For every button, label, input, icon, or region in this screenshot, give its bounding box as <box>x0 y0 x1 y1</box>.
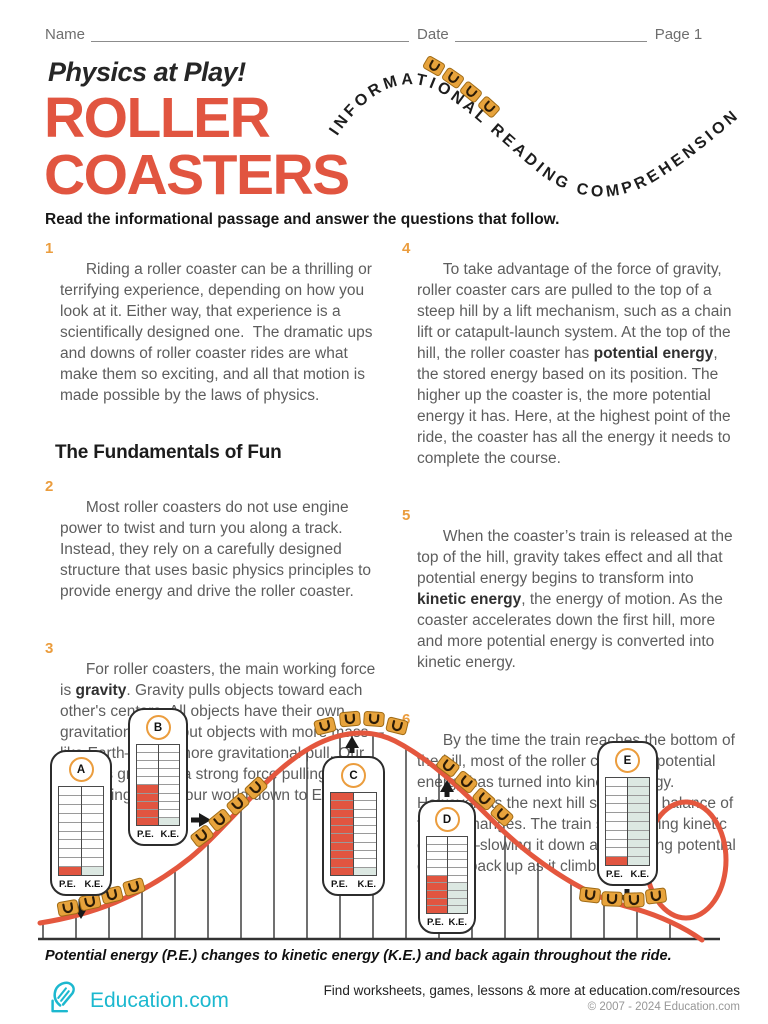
energy-meter <box>426 836 468 914</box>
name-blank-line <box>91 27 410 42</box>
ke-label: K.E. <box>357 879 376 890</box>
coaster-car-icon <box>78 893 102 911</box>
energy-diagram: A P.E. K.E. B P.E. K.E. C P.E. K.E. D P.E. K… <box>30 693 740 950</box>
coaster-car-icon <box>56 899 80 917</box>
coaster-car-icon <box>460 81 482 103</box>
page-number: Page 1 <box>654 26 703 43</box>
coaster-car-icon <box>601 891 623 907</box>
banner-coaster-train <box>423 56 500 118</box>
coaster-trains <box>56 710 667 917</box>
coaster-car-icon <box>244 776 268 800</box>
coaster-car-icon <box>423 56 445 76</box>
brand-name: Education.com <box>90 989 229 1012</box>
coaster-car-icon <box>645 887 667 905</box>
coaster-car-icon <box>490 803 514 827</box>
card-d-arrow-up-icon <box>440 780 454 797</box>
passage-column-left: 1 Riding a roller coaster can be a thrill… <box>45 238 386 913</box>
coaster-car-icon <box>436 755 460 777</box>
resources-line: Find worksheets, games, lessons & more a… <box>323 983 740 998</box>
name-label: Name <box>45 26 86 43</box>
instruction-line: Read the informational passage and answe… <box>45 211 560 228</box>
paragraph-number: 6 <box>402 711 411 728</box>
passage: 1 Riding a roller coaster can be a thrill… <box>45 238 743 913</box>
paragraph-number: 1 <box>45 240 54 257</box>
coaster-car-icon <box>313 716 337 736</box>
passage-paragraph: 5 When the coaster’s train is released at… <box>402 505 743 694</box>
coaster-car-icon <box>454 770 478 794</box>
card-letter-badge: B <box>145 715 171 740</box>
pe-label: P.E. <box>427 917 444 928</box>
passage-column-right: 4 To take advantage of the force of gravi… <box>402 238 743 913</box>
figure-caption: Potential energy (P.E.) changes to kinet… <box>45 948 672 964</box>
banner-text: INFORMATIONAL READING COMPREHENSION <box>328 71 743 201</box>
paragraph-text: When the coaster’s train is released at … <box>417 528 737 671</box>
coaster-car-icon <box>442 67 464 89</box>
coaster-car-icon <box>385 716 409 736</box>
energy-meter <box>136 744 180 826</box>
education-logo-icon <box>51 981 75 1013</box>
copyright-line: © 2007 - 2024 Education.com <box>587 1001 740 1013</box>
coaster-car-icon <box>208 808 232 832</box>
passage-paragraph: 2 Most roller coasters do not use engine … <box>45 476 386 623</box>
pe-label: P.E. <box>331 879 348 890</box>
date-label: Date <box>417 26 449 43</box>
card-letter-badge: D <box>434 807 460 832</box>
section-heading: The Fundamentals of Fun <box>55 442 282 463</box>
coaster-car-icon <box>190 825 214 847</box>
banner-wave: INFORMATIONAL READING COMPREHENSION <box>328 56 743 201</box>
paragraph-number: 2 <box>45 478 54 495</box>
coaster-car-icon <box>478 96 500 118</box>
coaster-car-icon <box>623 892 645 908</box>
coaster-car-icon <box>122 877 146 897</box>
paragraph-text: Riding a roller coaster can be a thrilli… <box>60 261 377 404</box>
date-blank-line <box>454 27 647 42</box>
coaster-car-icon <box>339 710 361 728</box>
coaster-car-icon <box>579 886 601 904</box>
page-title-line2: COASTERS <box>44 143 350 207</box>
ke-label: K.E. <box>448 917 467 928</box>
page-title-line1: ROLLER <box>44 86 271 150</box>
card-letter-badge: A <box>68 757 94 782</box>
paragraph-text: Most roller coasters do not use engine p… <box>60 499 376 600</box>
energy-card-c: C P.E. K.E. <box>322 756 385 896</box>
paragraph-number: 3 <box>45 640 54 657</box>
coaster-car-icon <box>226 792 250 816</box>
paragraph-number: 4 <box>402 240 411 257</box>
passage-paragraph: 1 Riding a roller coaster can be a thrill… <box>45 238 386 427</box>
coaster-car-icon <box>363 711 385 727</box>
energy-meter <box>330 792 377 876</box>
pe-label: P.E. <box>59 879 76 890</box>
pe-label: P.E. <box>137 829 154 840</box>
card-c-arrow-up-icon <box>345 736 359 753</box>
paragraph-number: 5 <box>402 507 411 524</box>
worksheet-header: Name Date Page 1 <box>45 26 742 43</box>
brand-block: Education.com <box>45 977 229 1015</box>
energy-meter <box>58 786 104 876</box>
passage-paragraph: 4 To take advantage of the force of gravi… <box>402 238 743 490</box>
footer-info: Find worksheets, games, lessons & more a… <box>324 983 740 1013</box>
page-title: ROLLER COASTERS <box>44 86 350 207</box>
pe-label: P.E. <box>606 869 623 880</box>
ke-label: K.E. <box>84 879 103 890</box>
coaster-car-icon <box>472 787 496 811</box>
energy-card-e: E P.E. K.E. <box>597 741 658 886</box>
paragraph-text: To take advantage of the force of gravit… <box>417 261 736 467</box>
energy-card-d: D P.E. K.E. <box>418 800 476 934</box>
energy-card-b: B P.E. K.E. <box>128 708 188 846</box>
series-kicker: Physics at Play! <box>48 57 246 87</box>
card-letter-badge: E <box>615 748 640 773</box>
ke-label: K.E. <box>160 829 179 840</box>
card-letter-badge: C <box>341 763 366 788</box>
card-b-arrow-right-icon <box>191 813 211 827</box>
ke-label: K.E. <box>630 869 649 880</box>
energy-meter <box>605 777 650 866</box>
energy-card-a: A P.E. K.E. <box>50 750 112 896</box>
